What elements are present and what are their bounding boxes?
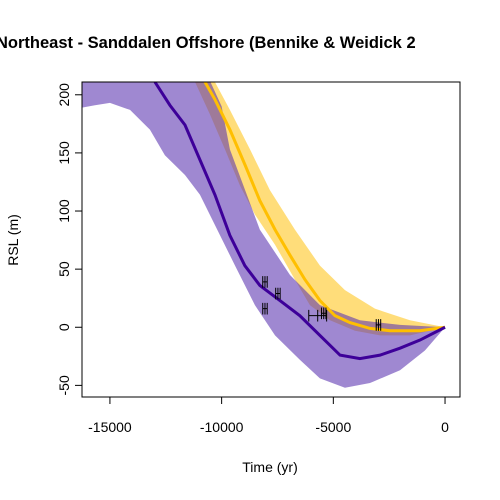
error-bar [375, 319, 382, 331]
chart-title: Northeast - Sanddalen Offshore (Bennike … [0, 34, 416, 52]
plot-area [82, 82, 446, 388]
x-tick-label: -5000 [315, 419, 351, 435]
band [82, 82, 446, 388]
line [153, 82, 446, 361]
error-bar [320, 307, 327, 320]
y-tick-label: 50 [56, 261, 72, 277]
y-tick-label: 100 [56, 199, 72, 223]
x-tick-label: -15000 [88, 419, 132, 435]
y-tick-label: 200 [56, 83, 72, 107]
plot-frame [81, 81, 461, 398]
error-bar [262, 302, 268, 315]
y-tick-label: 0 [56, 323, 72, 331]
y-axis-label: RSL (m) [5, 214, 21, 266]
x-axis-label: Time (yr) [242, 459, 297, 475]
error-bar [275, 287, 281, 300]
error-bar [262, 276, 268, 288]
y-tick-label: -50 [56, 375, 72, 395]
y-tick-label: 150 [56, 141, 72, 165]
line [203, 82, 446, 333]
x-tick-label: -10000 [200, 419, 244, 435]
x-tick-label: 0 [441, 419, 449, 435]
error-bar [308, 309, 328, 322]
